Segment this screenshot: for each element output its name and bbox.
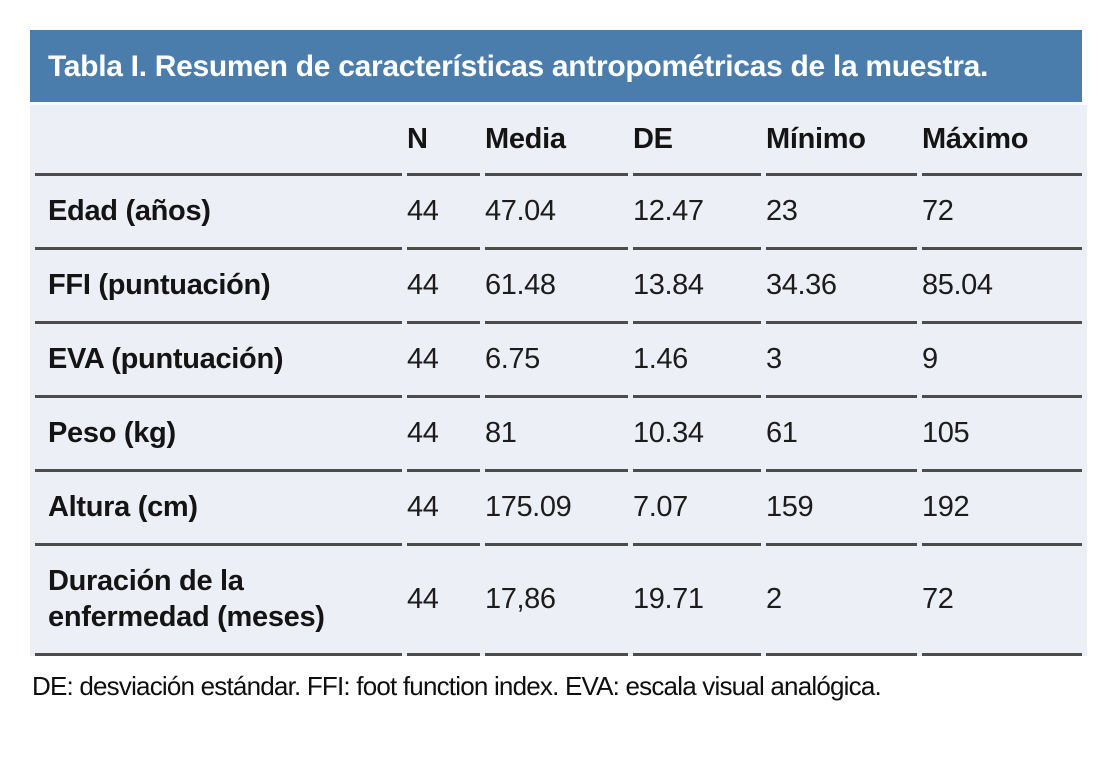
cell-de: 7.07: [633, 472, 761, 546]
col-header-de: DE: [633, 105, 761, 176]
cell-maximo: 85.04: [922, 250, 1082, 324]
table-title: Tabla I. Resumen de características antr…: [30, 30, 1082, 105]
cell-media: 17,86: [485, 546, 628, 656]
cell-de: 1.46: [633, 324, 761, 398]
cell-media: 175.09: [485, 472, 628, 546]
row-label: Peso (kg): [35, 398, 402, 472]
cell-de: 13.84: [633, 250, 761, 324]
cell-n: 44: [407, 398, 480, 472]
cell-n: 44: [407, 250, 480, 324]
col-header-n: N: [407, 105, 480, 176]
cell-n: 44: [407, 472, 480, 546]
cell-minimo: 3: [766, 324, 917, 398]
table-row-duracion: Duración de la enfermedad (meses) 44 17,…: [35, 546, 1082, 656]
table-footnote: DE: desviación estándar. FFI: foot funct…: [32, 670, 882, 701]
row-label: FFI (puntuación): [35, 250, 402, 324]
col-header-media: Media: [485, 105, 628, 176]
cell-maximo: 72: [922, 546, 1082, 656]
cell-media: 47.04: [485, 176, 628, 250]
cell-media: 6.75: [485, 324, 628, 398]
cell-media: 61.48: [485, 250, 628, 324]
row-label: EVA (puntuación): [35, 324, 402, 398]
cell-de: 19.71: [633, 546, 761, 656]
cell-n: 44: [407, 546, 480, 656]
cell-minimo: 61: [766, 398, 917, 472]
cell-maximo: 105: [922, 398, 1082, 472]
table-row-eva: EVA (puntuación) 44 6.75 1.46 3 9: [35, 324, 1082, 398]
cell-media: 81: [485, 398, 628, 472]
cell-minimo: 34.36: [766, 250, 917, 324]
row-label: Altura (cm): [35, 472, 402, 546]
cell-de: 12.47: [633, 176, 761, 250]
col-header-minimo: Mínimo: [766, 105, 917, 176]
anthropometric-table: Tabla I. Resumen de características antr…: [30, 30, 1087, 656]
cell-maximo: 72: [922, 176, 1082, 250]
row-label: Duración de la enfermedad (meses): [35, 546, 402, 656]
cell-n: 44: [407, 176, 480, 250]
cell-maximo: 192: [922, 472, 1082, 546]
cell-minimo: 2: [766, 546, 917, 656]
table-row-ffi: FFI (puntuación) 44 61.48 13.84 34.36 85…: [35, 250, 1082, 324]
stats-table: N Media DE Mínimo Máximo Edad (años) 44 …: [30, 105, 1087, 656]
cell-n: 44: [407, 324, 480, 398]
table-row-altura: Altura (cm) 44 175.09 7.07 159 192: [35, 472, 1082, 546]
col-header-variable: [35, 105, 402, 176]
row-label: Edad (años): [35, 176, 402, 250]
cell-minimo: 159: [766, 472, 917, 546]
table-row-peso: Peso (kg) 44 81 10.34 61 105: [35, 398, 1082, 472]
table-row-edad: Edad (años) 44 47.04 12.47 23 72: [35, 176, 1082, 250]
cell-minimo: 23: [766, 176, 917, 250]
cell-maximo: 9: [922, 324, 1082, 398]
col-header-maximo: Máximo: [922, 105, 1082, 176]
header-row: N Media DE Mínimo Máximo: [35, 105, 1082, 176]
page: Tabla I. Resumen de características antr…: [30, 30, 1087, 701]
cell-de: 10.34: [633, 398, 761, 472]
